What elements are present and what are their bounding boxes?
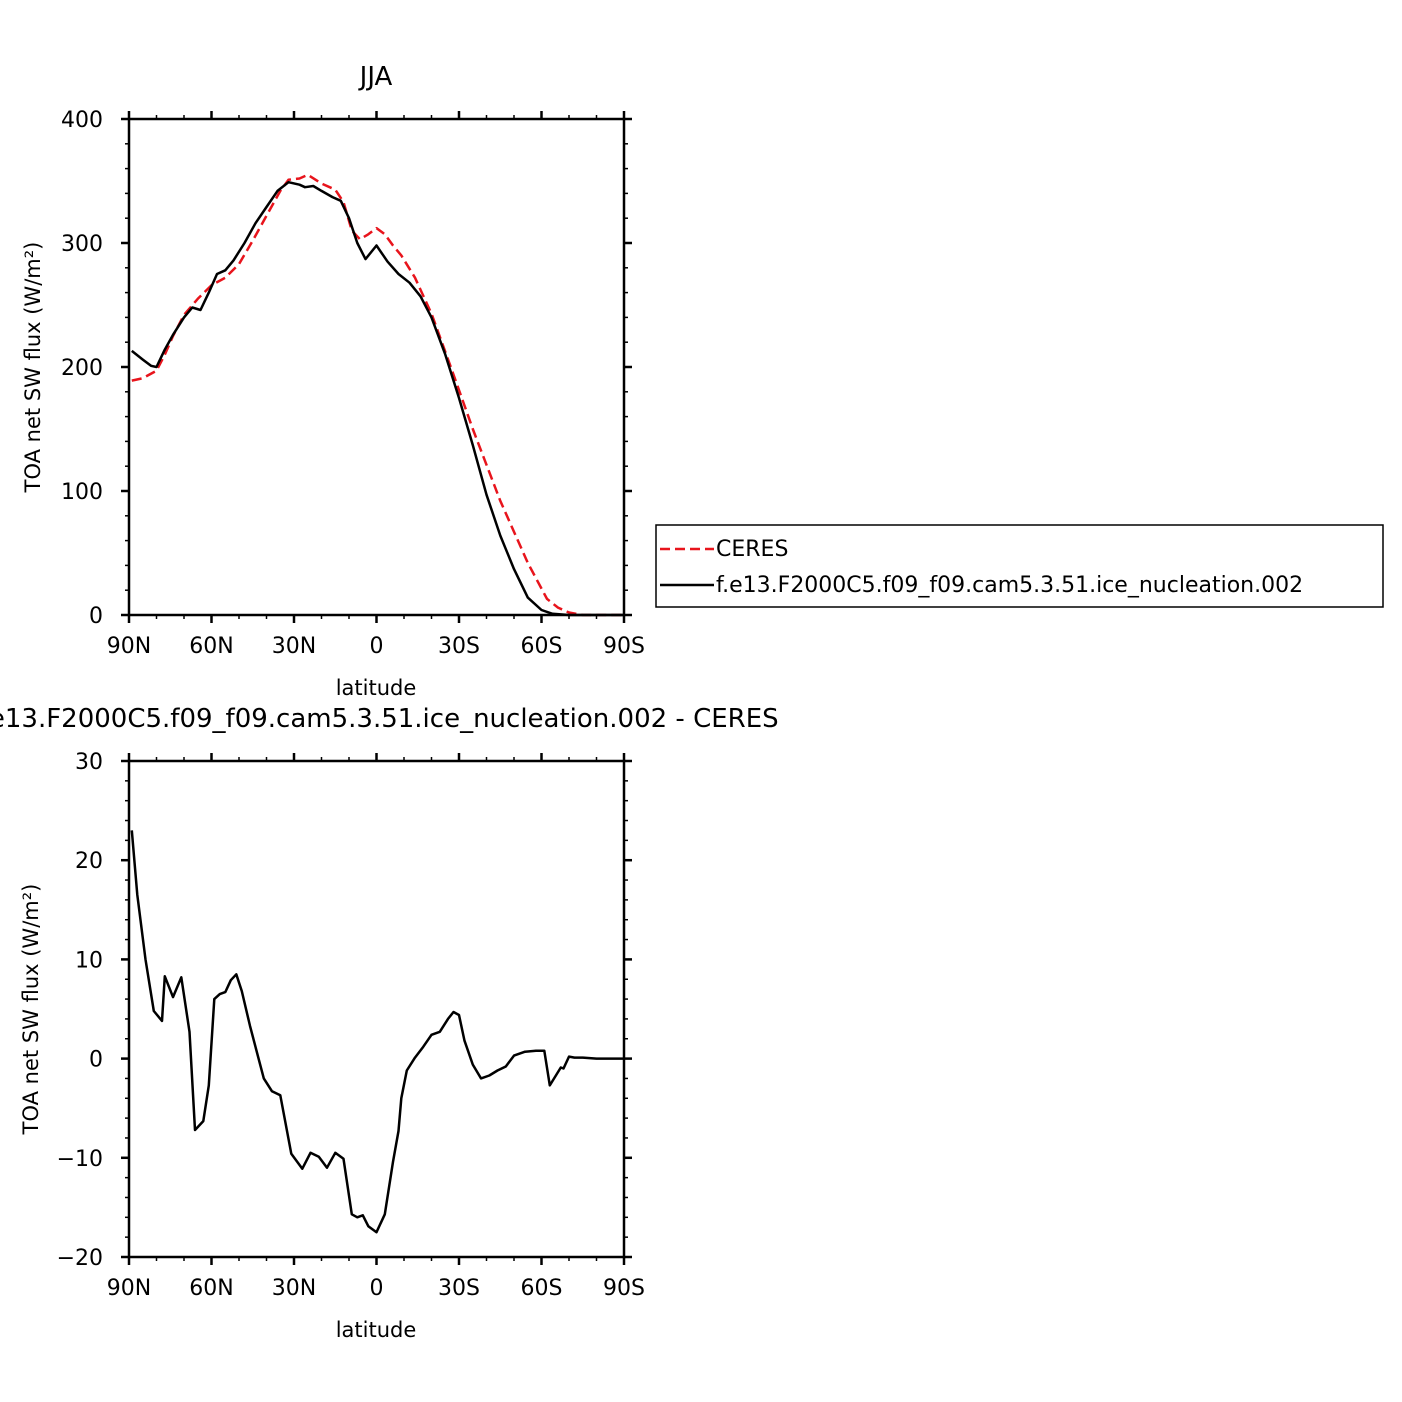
top-series-line-0 [131,173,624,617]
top-x-tick-label: 90N [107,634,151,659]
bottom-x-tick-label: 90N [107,1276,151,1301]
bottom-x-axis-title: latitude [336,1318,417,1342]
bottom-series-layer [130,830,624,1234]
top-plot-frame [127,117,626,617]
bottom-plot-title: f.e13.F2000C5.f09_f09.cam5.3.51.ice_nucl… [0,704,779,734]
top-panel: JJA 90N 60N 30N 0 30S 60S 90S 0 100 200 300 400 lat… [21,62,645,700]
top-y-tick-label: 0 [89,604,103,629]
legend: CERES f.e13.F2000C5.f09_f09.cam5.3.51.ic… [655,524,1384,608]
bottom-x-tick-label: 60N [189,1276,233,1301]
bottom-y-tick-label: 20 [75,849,103,874]
bottom-y-axis-title: TOA net SW flux (W/m²) [19,884,43,1136]
bottom-x-tick-label: 30N [272,1276,316,1301]
top-x-tick-label: 90S [603,634,645,659]
top-series-line-1 [131,180,624,617]
bottom-y-tick-label: −20 [57,1246,103,1271]
bottom-x-tick-label: 30S [438,1276,480,1301]
bottom-y-tick-label: 30 [75,750,103,775]
top-y-tick-label: 100 [61,480,103,505]
top-axes-layer: 90N 60N 30N 0 30S 60S 90S 0 100 200 300 400 [61,108,645,659]
top-plot-title: JJA [358,62,393,92]
bottom-y-tick-label: −10 [57,1147,103,1172]
top-y-tick-label: 200 [61,356,103,381]
top-x-tick-label: 30S [438,634,480,659]
bottom-series-line-0 [130,830,624,1234]
bottom-y-tick-label: 10 [75,948,103,973]
legend-frame [655,524,1384,608]
top-x-axis-title: latitude [336,676,417,700]
bottom-plot-frame [127,759,626,1259]
bottom-x-tick-label: 60S [521,1276,563,1301]
bottom-x-tick-label: 90S [603,1276,645,1301]
top-y-tick-label: 300 [61,232,103,257]
top-y-tick-label: 400 [61,108,103,133]
top-series-layer [131,173,624,617]
bottom-x-tick-label: 0 [370,1276,384,1301]
top-x-tick-label: 30N [272,634,316,659]
bottom-y-tick-label: 0 [89,1048,103,1073]
top-x-tick-label: 60S [521,634,563,659]
bottom-axes-layer: 90N 60N 30N 0 30S 60S 90S −20 −10 0 10 20 30 [57,750,645,1301]
top-y-axis-title: TOA net SW flux (W/m²) [21,242,45,494]
legend-label-ceres: CERES [716,537,788,562]
top-x-tick-label: 0 [370,634,384,659]
top-x-tick-label: 60N [189,634,233,659]
bottom-panel: f.e13.F2000C5.f09_f09.cam5.3.51.ice_nucl… [0,704,779,1342]
legend-label-model: f.e13.F2000C5.f09_f09.cam5.3.51.ice_nucl… [716,573,1303,598]
